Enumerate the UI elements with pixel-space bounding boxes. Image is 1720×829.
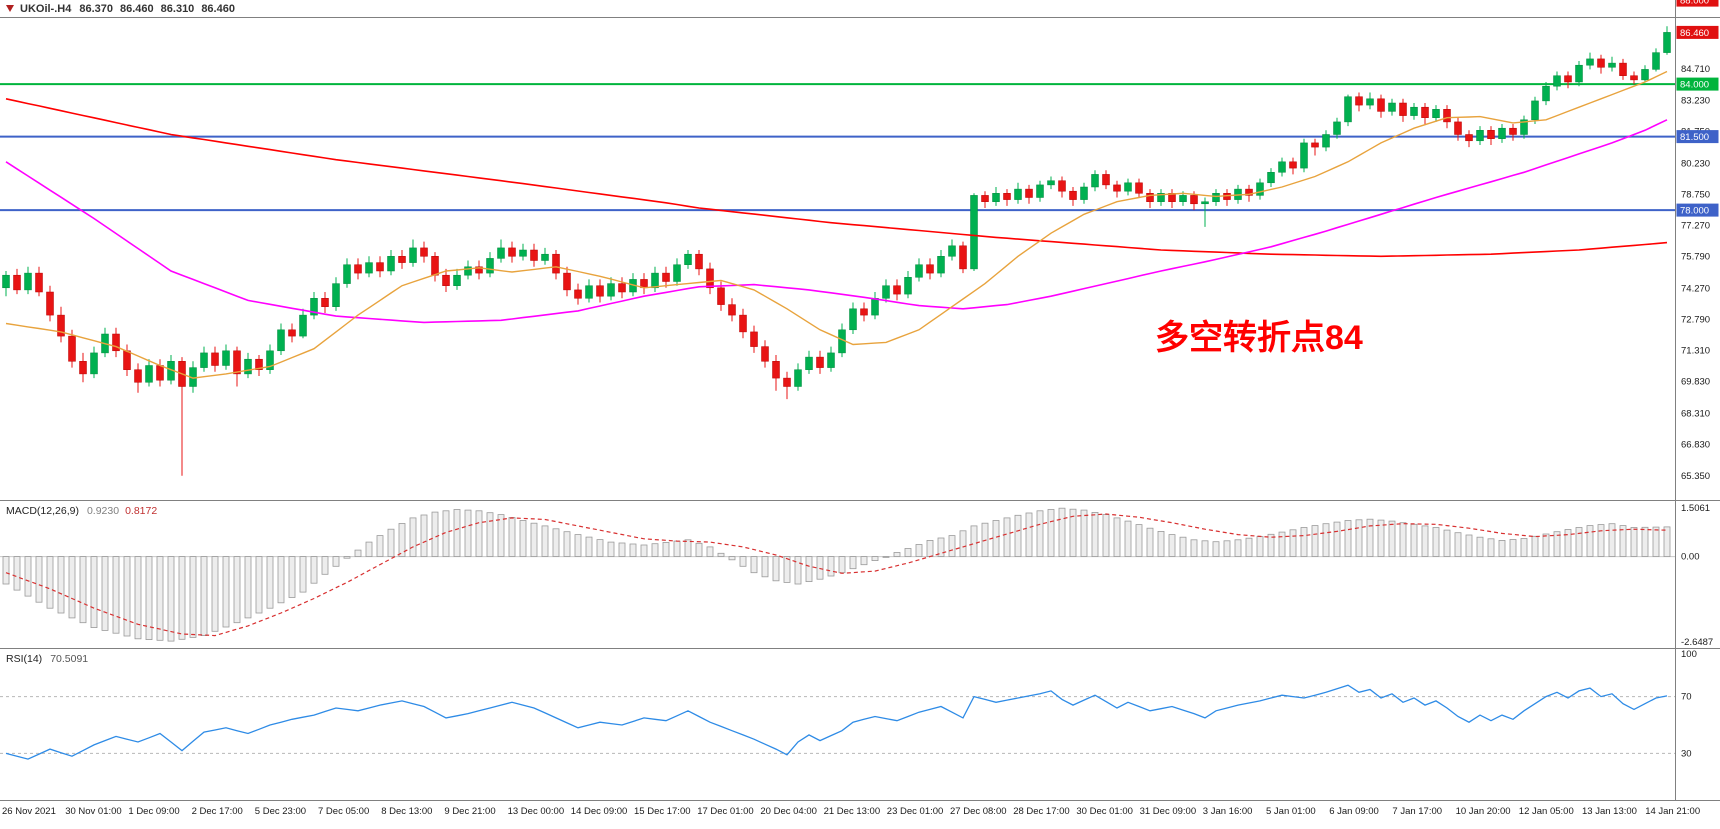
svg-text:100: 100	[1681, 649, 1697, 660]
annotation-text[interactable]: 多空转折点84	[1155, 319, 1363, 357]
svg-text:12 Jan 05:00: 12 Jan 05:00	[1519, 806, 1574, 817]
svg-text:78.000: 78.000	[1680, 206, 1709, 217]
svg-text:-2.6487: -2.6487	[1681, 637, 1713, 648]
svg-text:2 Dec 17:00: 2 Dec 17:00	[192, 806, 243, 817]
svg-text:84.000: 84.000	[1680, 80, 1709, 91]
svg-text:7 Dec 05:00: 7 Dec 05:00	[318, 806, 369, 817]
svg-text:5 Jan 01:00: 5 Jan 01:00	[1266, 806, 1316, 817]
svg-text:31 Dec 09:00: 31 Dec 09:00	[1140, 806, 1197, 817]
candles-layer	[2, 26, 1671, 476]
svg-text:84.710: 84.710	[1681, 64, 1710, 75]
svg-text:77.270: 77.270	[1681, 220, 1710, 231]
svg-text:69.830: 69.830	[1681, 377, 1710, 388]
svg-text:65.350: 65.350	[1681, 471, 1710, 482]
time-axis: 26 Nov 2021 30 Nov 01:00 1 Dec 09:00 2 Dec …	[2, 806, 1700, 817]
svg-text:66.830: 66.830	[1681, 440, 1710, 451]
svg-text:30 Dec 01:00: 30 Dec 01:00	[1076, 806, 1133, 817]
svg-text:21 Dec 13:00: 21 Dec 13:00	[824, 806, 881, 817]
rsi-indicator-label: RSI(14) 70.5091	[6, 653, 88, 665]
svg-text:9 Dec 21:00: 9 Dec 21:00	[444, 806, 495, 817]
svg-text:1.5061: 1.5061	[1681, 503, 1710, 514]
svg-text:80.230: 80.230	[1681, 158, 1710, 169]
svg-text:14 Jan 21:00: 14 Jan 21:00	[1645, 806, 1700, 817]
svg-text:26 Nov 2021: 26 Nov 2021	[2, 806, 56, 817]
svg-text:20 Dec 04:00: 20 Dec 04:00	[760, 806, 817, 817]
svg-text:15 Dec 17:00: 15 Dec 17:00	[634, 806, 691, 817]
price-axis[interactable]: 84.71083.23081.75080.23078.75077.27075.7…	[1676, 0, 1719, 482]
svg-text:86.460: 86.460	[1680, 28, 1709, 39]
macd-panel: 1.5061 0.00 -2.6487	[0, 503, 1713, 648]
svg-text:7 Jan 17:00: 7 Jan 17:00	[1392, 806, 1442, 817]
svg-text:81.500: 81.500	[1680, 132, 1709, 143]
svg-text:78.750: 78.750	[1681, 189, 1710, 200]
svg-text:0.00: 0.00	[1681, 552, 1700, 563]
svg-text:14 Dec 09:00: 14 Dec 09:00	[571, 806, 628, 817]
rsi-panel: 100 70 30	[0, 649, 1697, 760]
svg-text:75.790: 75.790	[1681, 252, 1710, 263]
svg-text:13 Dec 00:00: 13 Dec 00:00	[508, 806, 565, 817]
svg-text:5 Dec 23:00: 5 Dec 23:00	[255, 806, 306, 817]
svg-text:13 Jan 13:00: 13 Jan 13:00	[1582, 806, 1637, 817]
svg-text:28 Dec 17:00: 28 Dec 17:00	[1013, 806, 1070, 817]
moving-averages	[5, 70, 1668, 379]
symbol-marker-icon	[6, 5, 14, 12]
svg-text:74.270: 74.270	[1681, 283, 1710, 294]
svg-text:3 Jan 16:00: 3 Jan 16:00	[1203, 806, 1253, 817]
svg-text:68.310: 68.310	[1681, 409, 1710, 420]
svg-text:71.310: 71.310	[1681, 346, 1710, 357]
svg-text:6 Jan 09:00: 6 Jan 09:00	[1329, 806, 1379, 817]
svg-text:17 Dec 01:00: 17 Dec 01:00	[697, 806, 754, 817]
svg-text:27 Dec 08:00: 27 Dec 08:00	[950, 806, 1007, 817]
svg-text:8 Dec 13:00: 8 Dec 13:00	[381, 806, 432, 817]
svg-text:30: 30	[1681, 748, 1692, 759]
svg-text:30 Nov 01:00: 30 Nov 01:00	[65, 806, 122, 817]
svg-text:1 Dec 09:00: 1 Dec 09:00	[128, 806, 179, 817]
svg-text:83.230: 83.230	[1681, 95, 1710, 106]
svg-text:88.000: 88.000	[1680, 0, 1709, 7]
svg-text:10 Jan 20:00: 10 Jan 20:00	[1456, 806, 1511, 817]
separators	[0, 0, 1720, 801]
svg-text:72.790: 72.790	[1681, 315, 1710, 326]
chart-ohlc-header: UKOil-.H4 86.370 86.460 86.310 86.460	[20, 3, 235, 15]
svg-text:70: 70	[1681, 692, 1692, 703]
svg-text:23 Dec 01:00: 23 Dec 01:00	[887, 806, 944, 817]
macd-indicator-label: MACD(12,26,9) 0.9230 0.8172	[6, 505, 157, 517]
